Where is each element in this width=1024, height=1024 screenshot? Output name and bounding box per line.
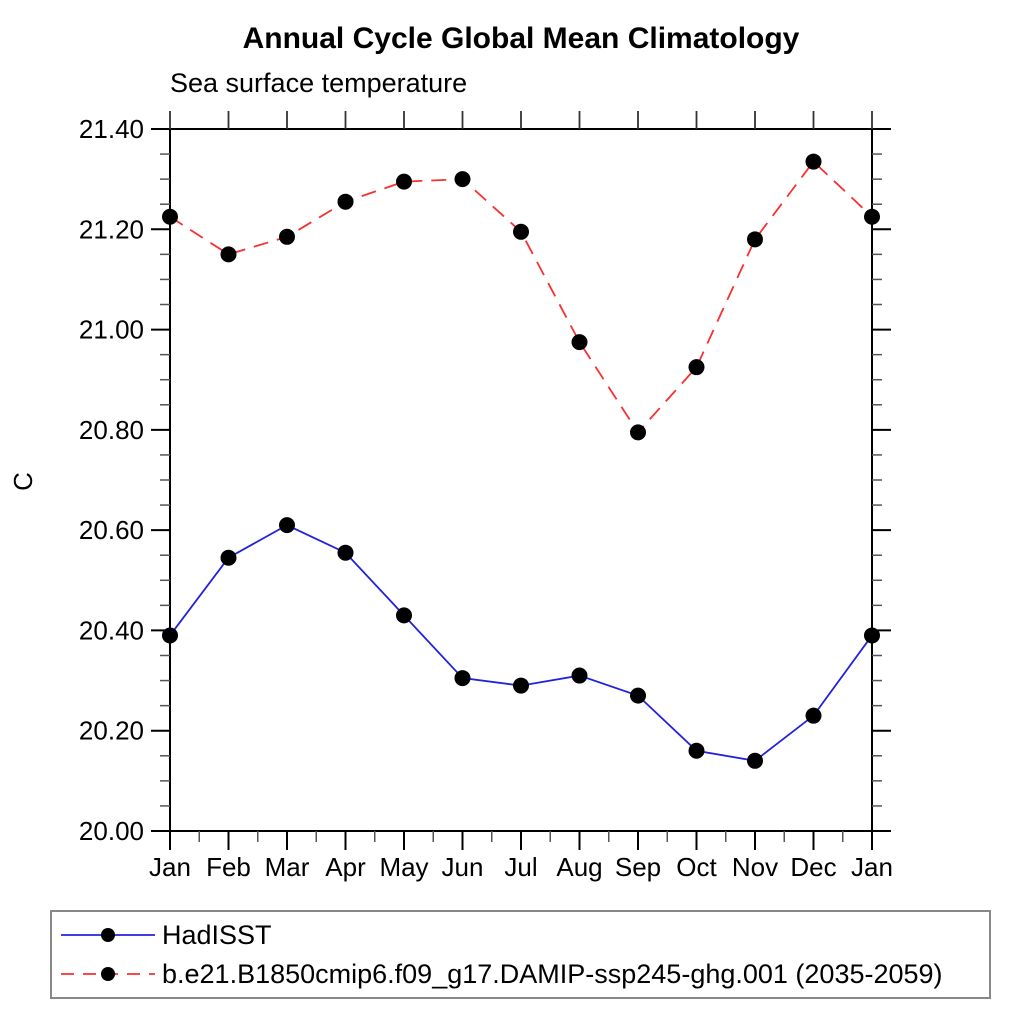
x-tick-label: Apr (325, 852, 366, 882)
data-point (279, 228, 295, 245)
x-tick-label: Sep (615, 852, 661, 882)
x-tick-label: Oct (676, 852, 717, 882)
data-point (454, 670, 471, 687)
legend-row-model: b.e21.B1850cmip6.f09_g17.DAMIP-ssp245-gh… (57, 959, 989, 989)
data-point (513, 677, 529, 694)
data-point (571, 334, 588, 351)
data-point (279, 517, 295, 534)
data-point (688, 742, 705, 759)
y-tick-label: 20.00 (79, 816, 144, 846)
data-point (688, 359, 705, 376)
series-line-0 (169, 524, 873, 762)
data-point (162, 627, 178, 644)
data-point (630, 687, 646, 704)
data-point (513, 223, 529, 240)
x-tick-label: Aug (556, 852, 602, 882)
legend-label-model: b.e21.B1850cmip6.f09_g17.DAMIP-ssp245-gh… (162, 958, 943, 989)
data-point (805, 707, 822, 724)
data-point (805, 153, 822, 170)
y-tick-label: 21.20 (79, 214, 144, 244)
hadisst-line-icon (61, 928, 155, 942)
data-point (337, 193, 354, 210)
data-point (220, 246, 237, 263)
y-tick-label: 20.40 (79, 615, 144, 645)
series-line-1 (169, 160, 873, 434)
data-point (396, 607, 412, 624)
data-point (396, 173, 412, 190)
y-tick-label: 21.40 (79, 114, 144, 144)
legend-label-hadisst: HadISST (162, 919, 272, 950)
x-tick-label: Jan (851, 852, 893, 882)
y-tick-label: 20.60 (79, 515, 144, 545)
legend-box: HadISST b.e21.B1850cmip6.f09_g17.DAMIP-s… (50, 910, 991, 999)
model-dashed-line-icon (61, 967, 155, 981)
x-tick-label: Dec (790, 852, 836, 882)
x-tick-label: Jun (442, 852, 484, 882)
data-point (162, 208, 178, 225)
x-tick-label: Jan (149, 852, 191, 882)
x-tick-label: Nov (732, 852, 778, 882)
data-point (337, 544, 354, 561)
data-point (864, 627, 880, 644)
data-point (747, 231, 763, 248)
data-point (220, 549, 237, 566)
chart-subtitle: Sea surface temperature (170, 68, 468, 98)
y-tick-label: 20.20 (79, 716, 144, 746)
y-tick-label: 20.80 (79, 415, 144, 445)
data-point (571, 667, 588, 684)
data-point (630, 424, 646, 441)
x-tick-label: May (379, 852, 428, 882)
data-point (864, 208, 880, 225)
x-tick-label: Mar (265, 852, 310, 882)
data-point (747, 752, 763, 769)
chart-title: Annual Cycle Global Mean Climatology (242, 22, 800, 55)
y-tick-label: 21.00 (79, 315, 144, 345)
x-tick-label: Feb (206, 852, 251, 882)
x-tick-label: Jul (504, 852, 537, 882)
legend-row-hadisst: HadISST (57, 920, 989, 950)
plot-area: 20.00 20.20 20.40 20.60 20.80 21.00 21.20 21.40… (79, 111, 893, 882)
data-point (454, 171, 471, 188)
